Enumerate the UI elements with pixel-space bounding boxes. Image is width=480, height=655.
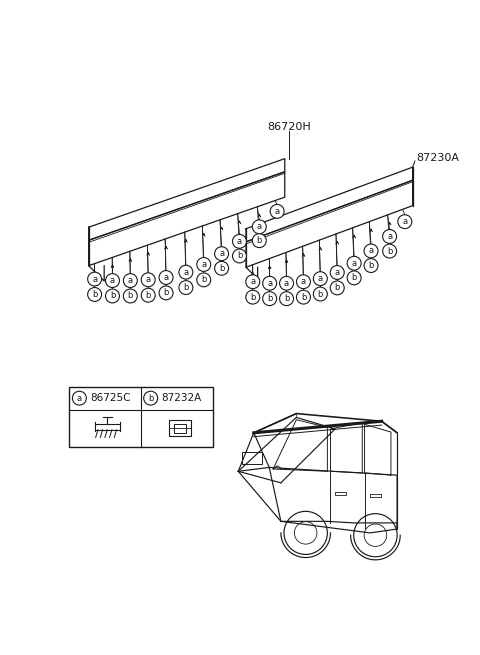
Circle shape: [347, 256, 361, 270]
Text: b: b: [219, 264, 224, 272]
Text: a: a: [351, 259, 357, 268]
Text: b: b: [351, 273, 357, 282]
Circle shape: [159, 286, 173, 300]
Text: b: b: [148, 394, 154, 403]
Circle shape: [263, 291, 276, 306]
Text: b: b: [237, 252, 242, 261]
Circle shape: [297, 275, 311, 289]
Circle shape: [246, 290, 260, 304]
Text: b: b: [267, 294, 272, 303]
Text: a: a: [250, 277, 255, 286]
Circle shape: [263, 276, 276, 290]
Bar: [169, 421, 191, 436]
Circle shape: [297, 290, 311, 304]
Circle shape: [252, 220, 266, 234]
Text: b: b: [284, 294, 289, 303]
Circle shape: [232, 249, 246, 263]
Circle shape: [88, 288, 102, 301]
Circle shape: [141, 273, 155, 287]
Circle shape: [123, 274, 137, 288]
Text: b: b: [335, 284, 340, 292]
Circle shape: [123, 289, 137, 303]
Circle shape: [364, 259, 378, 272]
Circle shape: [179, 280, 193, 295]
Circle shape: [252, 234, 266, 248]
Text: b: b: [318, 290, 323, 299]
Text: a: a: [257, 222, 262, 231]
Circle shape: [383, 229, 396, 244]
Text: b: b: [110, 291, 115, 301]
Text: a: a: [267, 279, 272, 288]
Text: a: a: [369, 246, 373, 255]
Circle shape: [270, 204, 284, 218]
Circle shape: [313, 272, 327, 286]
Bar: [69, 386, 213, 447]
Circle shape: [144, 391, 157, 405]
Circle shape: [313, 287, 327, 301]
Circle shape: [232, 234, 246, 248]
Bar: [242, 452, 262, 464]
Circle shape: [106, 289, 120, 303]
Bar: [370, 495, 381, 498]
Text: a: a: [284, 279, 289, 288]
Circle shape: [215, 261, 228, 275]
Text: b: b: [92, 290, 97, 299]
Text: a: a: [110, 276, 115, 285]
Text: a: a: [92, 274, 97, 284]
Text: a: a: [387, 232, 392, 241]
Circle shape: [383, 244, 396, 258]
Text: b: b: [145, 291, 151, 300]
Circle shape: [197, 273, 211, 287]
Text: b: b: [387, 246, 392, 255]
Text: a: a: [402, 217, 408, 226]
Text: 87232A: 87232A: [162, 393, 202, 403]
Text: a: a: [318, 274, 323, 283]
Text: a: a: [275, 207, 280, 216]
Text: a: a: [301, 277, 306, 286]
Text: a: a: [145, 275, 151, 284]
Circle shape: [398, 215, 412, 229]
Text: 86725C: 86725C: [90, 393, 131, 403]
Circle shape: [141, 288, 155, 302]
Text: a: a: [77, 394, 82, 403]
Circle shape: [179, 265, 193, 279]
Circle shape: [72, 391, 86, 405]
Text: a: a: [335, 268, 340, 277]
Circle shape: [215, 247, 228, 261]
Bar: [335, 492, 346, 495]
Circle shape: [330, 265, 344, 280]
Circle shape: [279, 291, 294, 306]
Text: b: b: [201, 275, 206, 284]
Bar: [174, 424, 186, 433]
Text: b: b: [183, 283, 189, 292]
Circle shape: [106, 274, 120, 288]
Text: a: a: [164, 273, 168, 282]
Text: a: a: [237, 237, 242, 246]
Text: a: a: [128, 276, 133, 285]
Text: b: b: [368, 261, 374, 270]
Text: 87230A: 87230A: [417, 153, 459, 163]
Circle shape: [197, 257, 211, 271]
Text: b: b: [301, 293, 306, 301]
Circle shape: [88, 272, 102, 286]
Text: b: b: [257, 236, 262, 245]
Circle shape: [279, 276, 294, 290]
Text: b: b: [163, 288, 169, 297]
Circle shape: [159, 271, 173, 284]
Text: a: a: [201, 260, 206, 269]
Text: a: a: [183, 268, 189, 276]
Circle shape: [364, 244, 378, 258]
Circle shape: [246, 275, 260, 289]
Text: b: b: [250, 293, 255, 301]
Text: b: b: [128, 291, 133, 301]
Circle shape: [347, 271, 361, 285]
Circle shape: [330, 281, 344, 295]
Text: 86720H: 86720H: [267, 122, 311, 132]
Text: a: a: [219, 249, 224, 258]
